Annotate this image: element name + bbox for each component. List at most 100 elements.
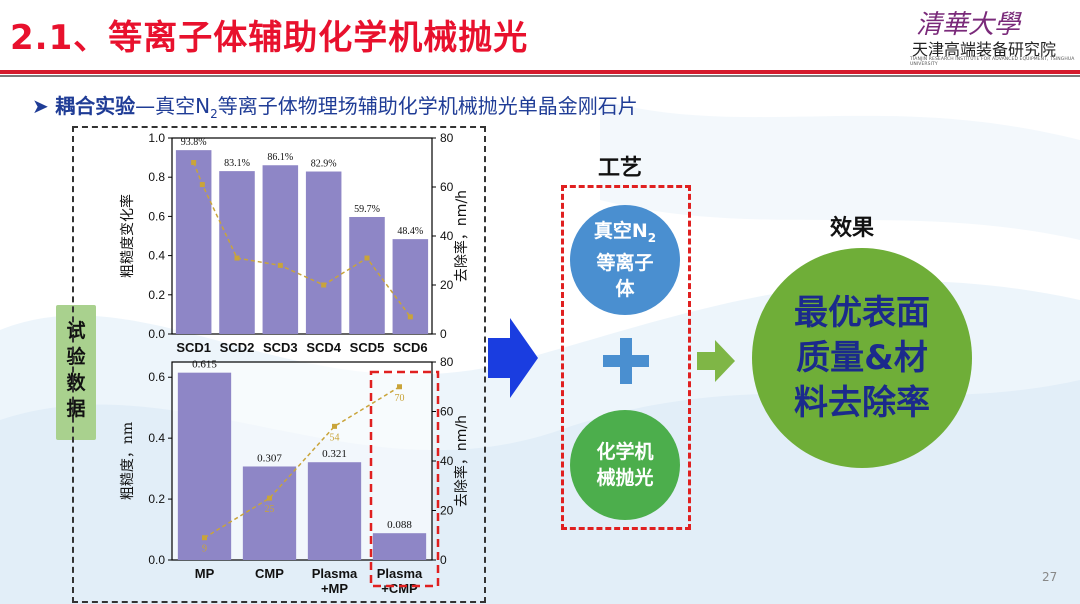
x-tick-label: Plasma: [312, 566, 358, 581]
bar: [349, 216, 385, 334]
trend-point: [321, 282, 327, 288]
y2-axis-label: 去除率，nm/h: [453, 190, 470, 282]
plasma-line2: 等离子: [596, 252, 654, 275]
side-label: 试验数据: [66, 320, 86, 420]
y2-axis-label: 去除率，nm/h: [453, 415, 470, 507]
y-tick-label: 0.8: [148, 170, 165, 184]
bar: [242, 466, 297, 560]
section-heading: ➤ 耦合实验—真空N2等离子体物理场辅助化学机械抛光单晶金刚石片: [32, 90, 638, 121]
right-arrow-green-icon: [697, 340, 735, 382]
x-tick-label: CMP: [255, 566, 284, 581]
x-tick-label: SCD4: [306, 340, 341, 355]
trend-point: [199, 182, 205, 188]
header-divider-gray: [0, 75, 1080, 77]
effect-circle: 最优表面 质量&材 料去除率: [752, 248, 972, 468]
bullet-arrow-icon: ➤: [32, 94, 49, 118]
header-divider-red: [0, 70, 1080, 74]
trend-point: [332, 423, 337, 429]
page-number: 27: [1042, 570, 1058, 584]
trend-point: [364, 255, 370, 261]
plasma-sub: 2: [647, 230, 657, 245]
slide-title: 2.1、等离子体辅助化学机械抛光: [10, 18, 529, 58]
bar-data-label: 0.321: [322, 448, 347, 460]
y2-tick-label: 20: [440, 278, 454, 292]
x-tick-label: SCD6: [393, 340, 428, 355]
trend-point-label: 70: [395, 393, 405, 404]
bar-data-label: 0.088: [387, 519, 412, 531]
x-tick-label: SCD3: [263, 340, 298, 355]
bar: [307, 462, 362, 560]
cmp-circle: 化学机 械抛光: [570, 410, 680, 520]
bar: [262, 165, 299, 334]
cmp-line2: 械抛光: [596, 467, 654, 489]
y2-tick-label: 80: [440, 131, 454, 145]
effect-line3: 料去除率: [794, 382, 930, 423]
heading-dash: —: [135, 94, 156, 118]
highlight-frame: [369, 370, 440, 588]
x-tick-label: SCD1: [176, 340, 211, 355]
x-tick-label: Plasma: [377, 566, 423, 581]
x-tick-label: +MP: [321, 581, 348, 596]
trend-point: [191, 160, 197, 165]
bar-data-label: 48.4%: [397, 226, 423, 237]
trend-point: [407, 314, 413, 320]
bar: [219, 171, 255, 334]
y-tick-label: 1.0: [148, 131, 165, 145]
y2-tick-label: 60: [440, 405, 454, 419]
plot-area: [171, 137, 433, 335]
bar: [177, 372, 232, 560]
plus-icon: [603, 338, 649, 384]
effect-line1: 最优表面: [794, 292, 930, 333]
y-tick-label: 0.2: [148, 492, 165, 506]
heading-sub: 2: [210, 107, 218, 121]
y2-tick-label: 40: [440, 454, 454, 468]
bar-data-label: 0.307: [257, 452, 282, 464]
x-tick-label: MP: [195, 566, 215, 581]
bar-data-label: 86.1%: [267, 152, 293, 163]
bar: [372, 533, 427, 560]
heading-post: 等离子体物理场辅助化学机械抛光单晶金刚石片: [217, 94, 638, 118]
bar-data-label: 83.1%: [224, 158, 250, 169]
y-axis-label: 粗糙度，nm: [120, 422, 136, 500]
y-tick-label: 0.0: [148, 553, 165, 567]
y-tick-label: 0.6: [148, 370, 165, 384]
university-logo: 清華大學: [916, 10, 1021, 40]
bar-data-label: 0.615: [192, 359, 217, 371]
plasma-circle: 真空N2 等离子 体: [570, 205, 680, 315]
y2-tick-label: 80: [440, 355, 454, 369]
trend-point-label: 9: [202, 544, 207, 555]
cmp-line1: 化学机: [596, 441, 654, 463]
chart-frame: [72, 126, 486, 603]
y2-tick-label: 20: [440, 504, 454, 518]
institute-name-en: TIANJIN RESEARCH INSTITUTE FOR ADVANCED …: [910, 57, 1075, 67]
trend-point: [267, 495, 272, 501]
trend-point: [234, 255, 240, 261]
right-arrow-blue-icon: [488, 318, 538, 398]
y2-tick-label: 60: [440, 180, 454, 194]
x-tick-label: SCD5: [350, 340, 385, 355]
x-tick-label: SCD2: [220, 340, 255, 355]
institute-name: 天津高端装备研究院: [912, 40, 1057, 59]
bar-data-label: 59.7%: [354, 204, 380, 215]
trend-line: [204, 386, 400, 539]
trend-point: [202, 535, 207, 541]
trend-point-label: 25: [265, 504, 275, 515]
y2-tick-label: 0: [440, 553, 447, 567]
y-tick-label: 0.0: [148, 327, 165, 341]
process-frame: [561, 185, 691, 530]
effect-label: 效果: [830, 216, 875, 241]
y2-tick-label: 40: [440, 229, 454, 243]
heading-pre: 真空N: [155, 94, 211, 118]
effect-line2: 质量&材: [796, 337, 928, 378]
bar-data-label: 93.8%: [181, 137, 207, 148]
bar: [175, 150, 212, 334]
plasma-line1: 真空N: [593, 219, 648, 242]
trend-point-label: 54: [330, 432, 340, 443]
y-axis-label: 粗糙度变化率: [119, 194, 136, 278]
y2-tick-label: 0: [440, 327, 447, 341]
y-tick-label: 0.4: [148, 431, 165, 445]
bar: [305, 171, 342, 334]
x-tick-label: +CMP: [381, 581, 418, 596]
heading-bold: 耦合实验: [55, 94, 136, 118]
